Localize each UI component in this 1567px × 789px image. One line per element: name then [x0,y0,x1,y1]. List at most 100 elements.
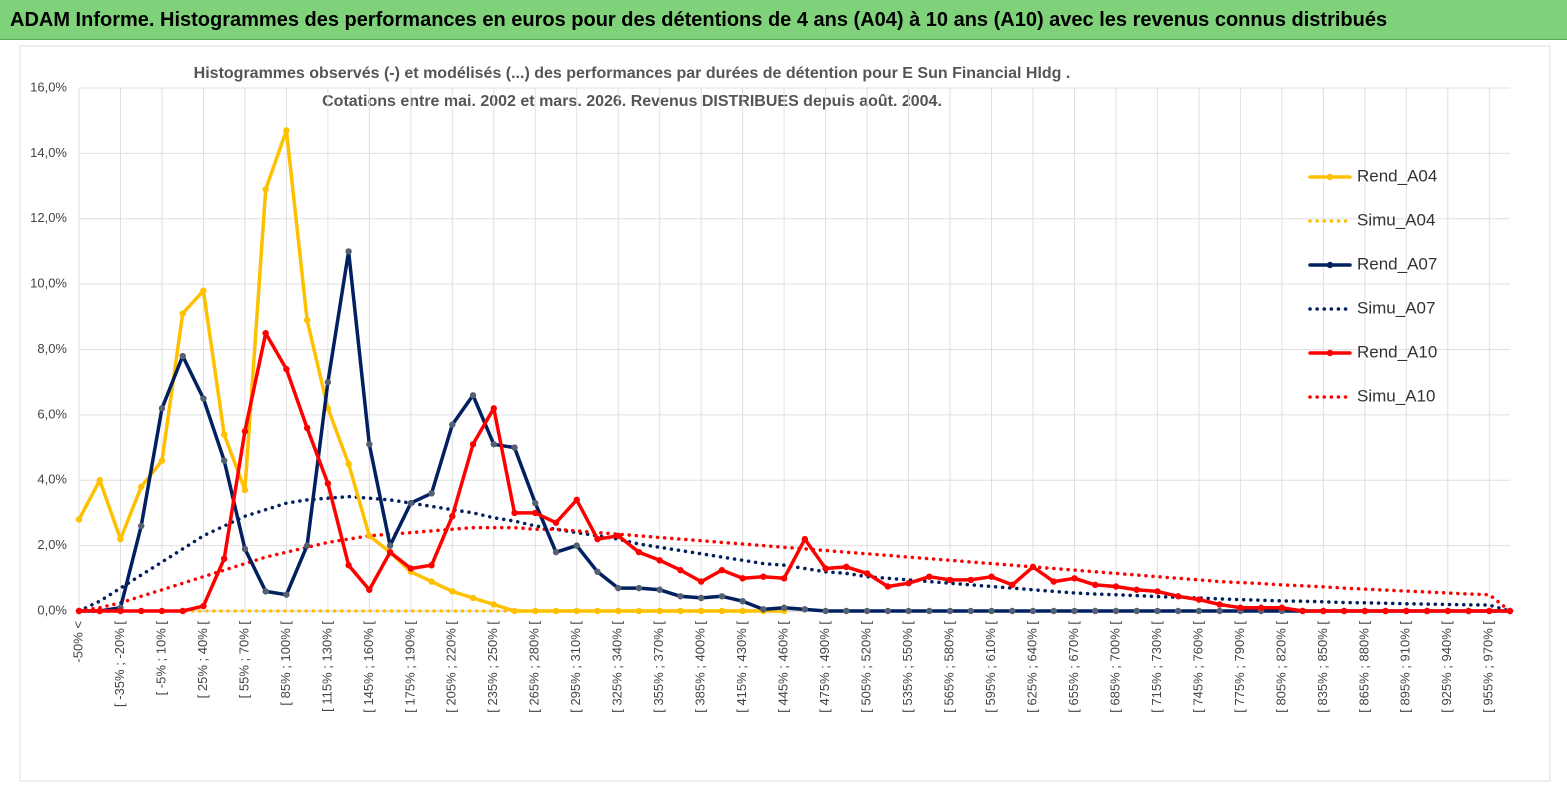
marker [345,562,352,569]
marker [1257,604,1265,611]
marker [718,593,726,600]
x-tick-label: [ 415% ; 430% [ [734,621,749,713]
y-tick-label: 6,0% [37,406,67,421]
x-tick-label: [ 925% ; 940% [ [1439,621,1454,713]
marker [1195,596,1203,603]
marker [739,607,746,615]
marker [532,509,539,517]
x-tick-label: [ 115% ; 130% [ [319,621,334,712]
marker [366,532,373,540]
marker [75,607,83,615]
marker [656,607,663,615]
marker [96,477,103,484]
marker [449,421,456,428]
x-tick-label: [ 355% ; 370% [ [651,621,666,713]
y-tick-label: 14,0% [30,145,67,160]
chart: Histogrammes observés (-) et modélisés (… [19,45,1551,782]
x-tick-label: [ 535% ; 550% [ [900,621,915,713]
observed-line [77,331,1512,613]
y-tick-label: 4,0% [37,472,67,487]
marker [926,573,933,580]
marker [635,548,643,556]
marker [594,568,601,575]
marker [324,480,332,487]
marker [677,607,684,615]
x-tick-label: -50% < [70,621,85,663]
marker [532,607,539,615]
marker [718,607,726,615]
y-tick-label: 2,0% [37,537,67,552]
marker [1071,575,1078,582]
marker [843,607,850,615]
x-tick-label: [ 895% ; 910% [ [1398,621,1413,713]
x-tick-label: [ 235% ; 250% [ [485,621,500,713]
marker [1403,607,1410,615]
marker [449,513,456,520]
marker [386,548,394,556]
marker [200,602,207,610]
marker [1506,607,1514,615]
marker [967,576,974,584]
x-tick-label: [ 295% ; 310% [ [568,621,583,713]
x-tick-label: [ 325% ; 340% [ [610,621,625,713]
marker [262,588,269,595]
marker [967,607,974,615]
x-tick-label: [ 955% ; 970% [ [1481,621,1496,713]
marker [1133,586,1140,593]
observed-line [77,249,1512,613]
marker [428,578,435,585]
marker [697,594,705,602]
marker [303,542,311,549]
marker [1071,607,1078,615]
x-tick-label: [ 175% ; 190% [ [402,621,417,713]
legend-marker [1326,349,1334,357]
y-tick-label: 12,0% [30,210,67,225]
marker [1029,563,1037,571]
marker [946,576,954,584]
marker [469,594,477,602]
marker [1112,583,1120,590]
marker [1174,607,1182,615]
marker [1299,607,1306,615]
marker [283,591,290,598]
marker [656,586,663,593]
y-tick-label: 0,0% [37,602,67,617]
marker [117,607,124,615]
marker [303,424,311,432]
marker [573,607,580,615]
marker [75,516,83,523]
marker [760,573,767,580]
legend-label: Rend_A04 [1357,166,1437,185]
marker [1361,607,1369,615]
marker [469,392,477,399]
marker [428,490,435,497]
marker [615,584,622,592]
y-tick-label: 10,0% [30,276,67,291]
marker [241,486,249,494]
marker [905,580,912,587]
marker [1382,607,1389,615]
marker [532,499,539,507]
marker [718,566,726,574]
marker [573,542,580,549]
legend-marker [1326,261,1334,269]
marker [946,607,954,615]
marker [863,607,871,615]
marker [158,457,166,464]
marker [1444,607,1451,615]
x-tick-label: [ 475% ; 490% [ [817,621,832,713]
marker [1216,607,1223,615]
legend-label: Rend_A07 [1357,254,1437,273]
marker [96,607,103,615]
marker [801,606,809,613]
marker [449,588,456,595]
marker [1092,581,1099,589]
marker [220,457,228,464]
x-tick-label: [ 655% ; 670% [ [1066,621,1081,713]
marker [863,570,871,577]
x-tick-label: [ 865% ; 880% [ [1356,621,1371,713]
marker [1320,607,1327,615]
marker [926,607,933,615]
x-tick-label: [ 55% ; 70% [ [236,621,251,699]
chart-frame [19,45,1551,782]
